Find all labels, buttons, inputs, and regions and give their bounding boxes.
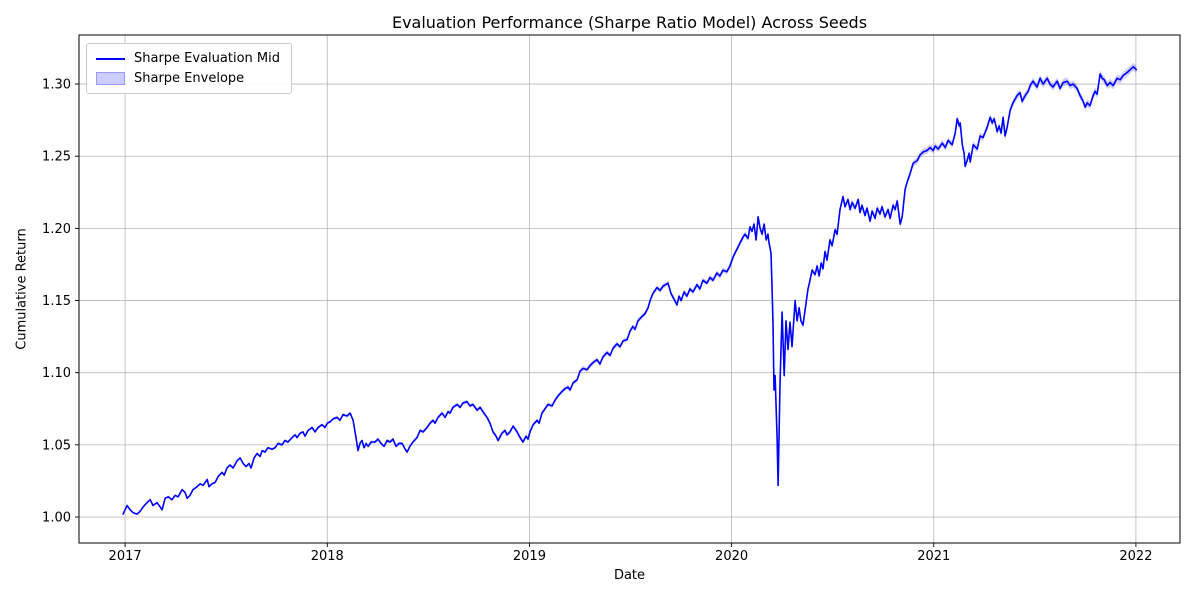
legend-label-sharpe-mid: Sharpe Evaluation Mid <box>134 51 280 66</box>
y-tick-label: 1.10 <box>42 366 71 381</box>
legend: Sharpe Evaluation Mid Sharpe Envelope <box>86 43 292 94</box>
y-tick-label: 1.00 <box>42 511 71 526</box>
legend-patch-swatch <box>96 72 125 85</box>
legend-label-sharpe-envelope: Sharpe Envelope <box>134 71 245 86</box>
x-tick-label: 2022 <box>1119 549 1152 564</box>
y-tick-label: 1.30 <box>42 78 71 93</box>
y-tick-label: 1.05 <box>42 438 71 453</box>
x-tick-label: 2020 <box>715 549 748 564</box>
x-tick-label: 2018 <box>311 549 344 564</box>
legend-item-sharpe-mid: Sharpe Evaluation Mid <box>96 51 280 66</box>
chart-title: Evaluation Performance (Sharpe Ratio Mod… <box>391 13 868 32</box>
x-tick-label: 2019 <box>513 549 546 564</box>
legend-item-sharpe-envelope: Sharpe Envelope <box>96 71 280 86</box>
series-line-sharpe-evaluation-mid <box>122 66 1138 515</box>
y-tick-label: 1.20 <box>42 222 71 237</box>
x-tick-label: 2021 <box>917 549 950 564</box>
y-tick-label: 1.25 <box>42 150 71 165</box>
x-axis-label: Date <box>613 568 646 583</box>
x-tick-label: 2017 <box>109 549 142 564</box>
axes-frame <box>78 34 1181 544</box>
y-tick-label: 1.15 <box>42 294 71 309</box>
y-axis-label: Cumulative Return <box>14 228 30 350</box>
legend-line-swatch <box>96 57 125 60</box>
